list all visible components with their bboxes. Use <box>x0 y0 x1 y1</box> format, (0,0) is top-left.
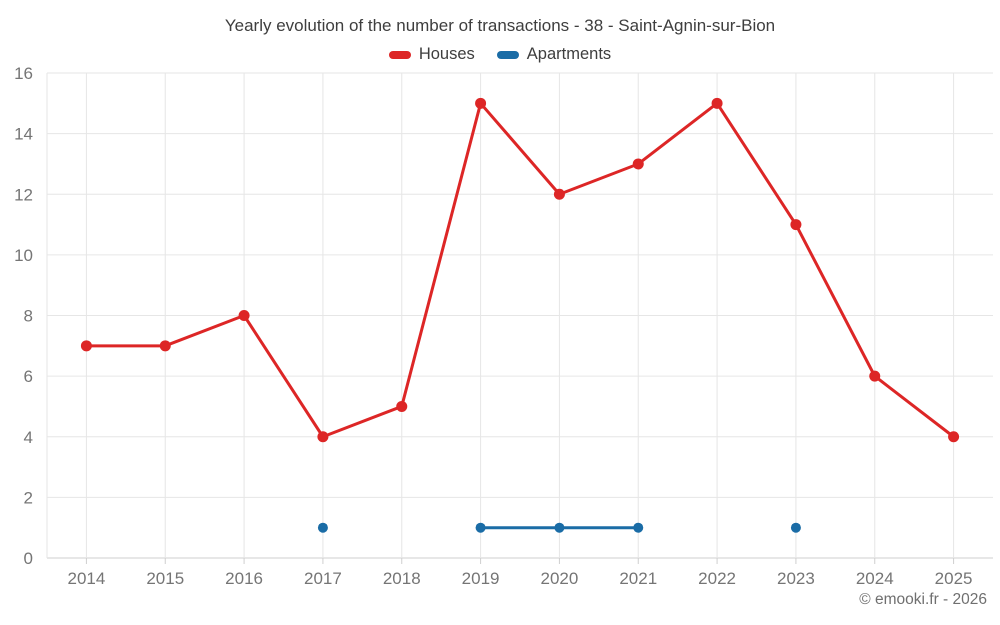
y-tick-label: 4 <box>24 428 33 447</box>
x-tick-label: 2019 <box>462 569 500 588</box>
y-tick-label: 8 <box>24 307 33 326</box>
legend-item-apartments[interactable]: Apartments <box>496 45 612 64</box>
houses-data-point[interactable] <box>396 400 408 412</box>
houses-line-segment <box>400 101 483 408</box>
houses-line-segment <box>715 101 798 227</box>
houses-data-point[interactable] <box>317 431 329 443</box>
x-tick-label: 2018 <box>383 569 421 588</box>
legend: Houses Apartments <box>0 45 1000 64</box>
y-tick-label: 0 <box>24 549 33 568</box>
houses-data-point[interactable] <box>475 97 487 109</box>
y-tick-label: 14 <box>14 125 33 144</box>
y-tick-label: 10 <box>14 246 33 265</box>
houses-line-segment <box>873 374 956 439</box>
houses-legend-swatch-icon <box>388 50 411 59</box>
x-tick-label: 2017 <box>304 569 342 588</box>
apartments-data-point[interactable] <box>633 522 644 533</box>
y-tick-label: 16 <box>14 64 33 83</box>
legend-label-houses: Houses <box>418 45 475 63</box>
houses-line-segment <box>321 404 404 439</box>
y-tick-label: 2 <box>24 488 33 507</box>
houses-data-point[interactable] <box>553 188 565 200</box>
houses-data-point[interactable] <box>80 340 92 352</box>
x-tick-label: 2015 <box>146 569 184 588</box>
apartments-data-point[interactable] <box>554 522 565 533</box>
x-tick-label: 2020 <box>541 569 579 588</box>
houses-line-segment <box>242 314 325 439</box>
x-tick-label: 2024 <box>856 569 894 588</box>
x-tick-label: 2025 <box>935 569 973 588</box>
houses-line-segment <box>479 101 561 196</box>
x-tick-label: 2014 <box>68 569 106 588</box>
houses-data-point[interactable] <box>159 340 171 352</box>
x-tick-label: 2021 <box>619 569 657 588</box>
apartments-data-point[interactable] <box>475 522 486 533</box>
y-tick-label: 6 <box>24 367 33 386</box>
x-tick-label: 2023 <box>777 569 815 588</box>
copyright-notice: © emooki.fr - 2026 <box>859 591 987 608</box>
x-tick-label: 2022 <box>698 569 736 588</box>
legend-item-houses[interactable]: Houses <box>388 45 475 64</box>
houses-line-segment <box>794 223 877 378</box>
houses-data-point[interactable] <box>711 97 723 109</box>
houses-data-point[interactable] <box>238 310 250 321</box>
houses-data-point[interactable] <box>632 158 644 170</box>
apartments-data-point[interactable] <box>790 522 801 533</box>
apartments-data-point[interactable] <box>317 522 328 533</box>
chart-title: Yearly evolution of the number of transa… <box>224 16 776 35</box>
houses-data-point[interactable] <box>948 431 960 443</box>
houses-line-segment <box>636 101 719 166</box>
y-tick-label: 12 <box>14 185 33 204</box>
legend-label-apartments: Apartments <box>526 45 612 63</box>
apartments-legend-swatch-icon <box>496 50 519 59</box>
x-tick-label: 2016 <box>225 569 263 588</box>
houses-line-segment <box>557 162 640 196</box>
houses-data-point[interactable] <box>869 370 881 382</box>
houses-data-point[interactable] <box>790 219 802 231</box>
houses-line-segment <box>163 314 246 348</box>
